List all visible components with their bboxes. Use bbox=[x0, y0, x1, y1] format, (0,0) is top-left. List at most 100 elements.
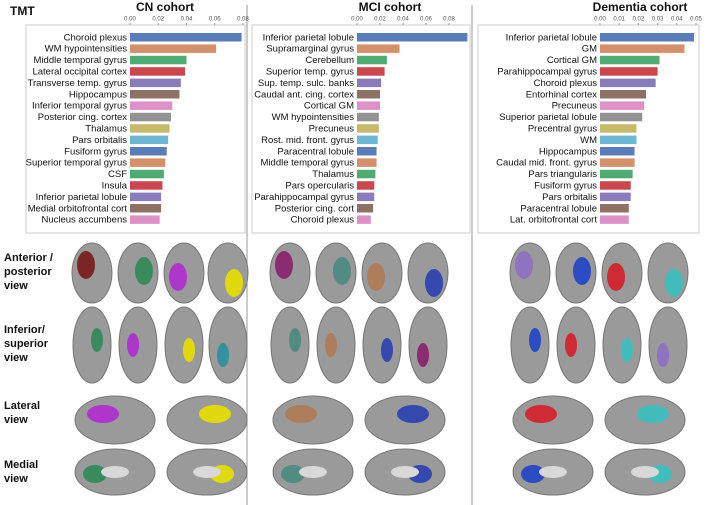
activation bbox=[225, 269, 243, 297]
y-tick-label: CSF bbox=[108, 169, 127, 180]
activation bbox=[135, 257, 153, 285]
activation bbox=[87, 405, 119, 423]
bar bbox=[357, 124, 379, 133]
activation bbox=[199, 405, 231, 423]
activation bbox=[127, 333, 139, 357]
y-tick-label: Paracentral lobule bbox=[277, 146, 354, 157]
inner-region bbox=[101, 466, 129, 478]
activation bbox=[285, 405, 317, 423]
y-tick-label: Caudal mid. front. gyrus bbox=[496, 158, 597, 169]
y-tick-label: Middle temporal gyrus bbox=[34, 55, 128, 66]
brain bbox=[272, 395, 354, 445]
bar bbox=[357, 90, 380, 99]
y-tick-label: Parahippocampal gyrus bbox=[497, 66, 597, 77]
bar bbox=[130, 78, 181, 88]
bar bbox=[357, 215, 371, 224]
y-tick-label: Choroid plexus bbox=[534, 78, 598, 89]
bar bbox=[357, 55, 387, 65]
activation bbox=[217, 343, 229, 367]
x-tick-label: 0.00 bbox=[124, 17, 136, 23]
view-label: Lateral view bbox=[4, 400, 40, 426]
activation bbox=[367, 263, 385, 291]
brain-renderings bbox=[71, 242, 689, 496]
activation bbox=[275, 251, 293, 279]
activation bbox=[325, 333, 337, 357]
y-tick-label: Posterior cing. cortex bbox=[38, 112, 127, 123]
bar bbox=[600, 147, 635, 156]
inner-region bbox=[193, 466, 221, 478]
panel-label: TMT bbox=[10, 4, 35, 18]
activation bbox=[521, 465, 545, 483]
bar bbox=[357, 204, 374, 213]
inner-region bbox=[299, 466, 327, 478]
activation bbox=[83, 465, 107, 483]
y-tick-label: Superior temporal gyrus bbox=[26, 158, 128, 169]
activation bbox=[281, 465, 305, 483]
y-tick-label: Nucleus accumbens bbox=[41, 215, 127, 226]
y-tick-label: Rost. mid. front. gyrus bbox=[261, 135, 354, 146]
y-tick-label: WM hypointensities bbox=[45, 44, 128, 55]
bar bbox=[600, 78, 656, 88]
bar bbox=[130, 147, 167, 156]
y-tick-label: Precentral gyrus bbox=[528, 123, 597, 134]
chart-title: MCI cohort bbox=[359, 0, 422, 14]
y-tick-label: Pars orbitalis bbox=[72, 135, 127, 146]
bar bbox=[600, 215, 629, 224]
x-tick-label: 0.02 bbox=[633, 17, 645, 23]
y-tick-label: Inferior parietal lobule bbox=[263, 32, 354, 43]
plot-frame bbox=[477, 24, 700, 234]
bar bbox=[357, 135, 378, 145]
bar bbox=[600, 55, 660, 65]
x-tick-label: 0.00 bbox=[351, 17, 363, 23]
chart-title: CN cohort bbox=[136, 0, 194, 14]
activation bbox=[657, 343, 669, 367]
y-tick-label: Entorhinal cortex bbox=[526, 89, 598, 100]
activation bbox=[91, 328, 103, 352]
x-tick-label: 0.04 bbox=[181, 17, 193, 23]
y-tick-label: Transverse temp. gyrus bbox=[28, 78, 128, 89]
y-tick-label: Caudal ant. cing. cortex bbox=[254, 89, 354, 100]
activation bbox=[607, 263, 625, 291]
view-label: Medial view bbox=[4, 459, 38, 485]
bar bbox=[357, 158, 377, 167]
y-tick-label: Posterior cing. cort bbox=[275, 203, 355, 214]
activation bbox=[529, 328, 541, 352]
y-tick-label: Medial orbitofrontal cort bbox=[28, 203, 128, 214]
chart-title: Dementia cohort bbox=[593, 0, 688, 14]
brain bbox=[74, 395, 156, 445]
activation bbox=[381, 338, 393, 362]
y-tick-label: Supramarginal gyrus bbox=[266, 44, 354, 55]
brain bbox=[512, 395, 594, 445]
activation bbox=[665, 269, 683, 297]
bar bbox=[130, 101, 173, 110]
x-tick-label: 0.06 bbox=[420, 17, 432, 23]
y-tick-label: Cortical GM bbox=[547, 55, 597, 66]
x-tick-label: 0.02 bbox=[152, 17, 164, 23]
y-tick-label: Hippocampus bbox=[539, 146, 597, 157]
y-tick-label: Lateral occipital cortex bbox=[32, 66, 127, 77]
activation bbox=[333, 257, 351, 285]
y-tick-label: Hippocampus bbox=[69, 89, 127, 100]
y-tick-label: Cerebellum bbox=[305, 55, 354, 66]
y-tick-label: GM bbox=[582, 44, 597, 55]
bar bbox=[357, 33, 468, 42]
view-label: Anterior / posterior view bbox=[4, 252, 53, 292]
x-tick-label: 0.08 bbox=[237, 17, 249, 23]
y-tick-label: Inferior parietal lobule bbox=[506, 32, 597, 43]
y-tick-label: Precuneus bbox=[552, 101, 598, 112]
bar bbox=[130, 215, 160, 224]
y-tick-label: Superior parietal lobule bbox=[499, 112, 597, 123]
bar bbox=[130, 90, 180, 99]
inner-region bbox=[391, 466, 419, 478]
activation bbox=[565, 333, 577, 357]
activation bbox=[525, 405, 557, 423]
y-tick-label: Pars opercularis bbox=[285, 180, 354, 191]
y-tick-label: Precuneus bbox=[309, 123, 355, 134]
y-tick-label: Superior temp. gyrus bbox=[266, 66, 354, 77]
plot-frame bbox=[251, 24, 471, 234]
y-tick-label: Thalamus bbox=[312, 169, 354, 180]
brain bbox=[648, 306, 688, 384]
x-tick-label: 0.03 bbox=[652, 17, 664, 23]
view-label: Inferior/superior view bbox=[4, 324, 49, 364]
bar bbox=[130, 67, 186, 76]
